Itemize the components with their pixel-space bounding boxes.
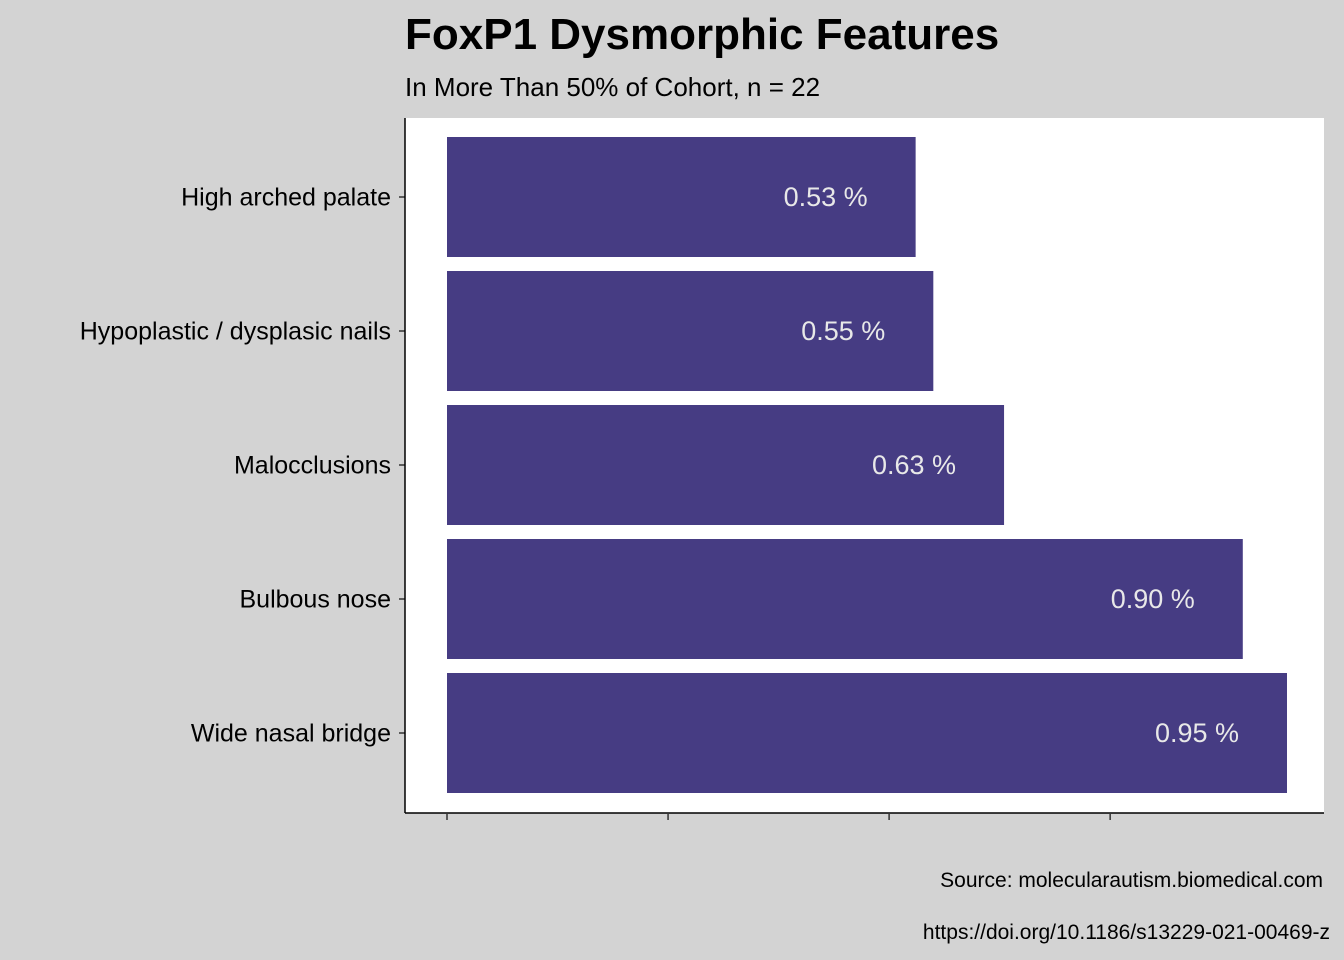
bar-data-label: 0.53 %: [784, 182, 868, 212]
bar: [447, 271, 934, 391]
bar: [447, 405, 1005, 525]
bar-data-label: 0.90 %: [1111, 584, 1195, 614]
source-caption: Source: molecularautism.biomedical.com: [940, 869, 1323, 892]
bars-layer: 0.53 % 0.55 % 0.63 % 0.90 % 0.95 %: [447, 137, 1287, 793]
y-tick-label: Wide nasal bridge: [191, 720, 391, 748]
bar: [447, 137, 916, 257]
y-tick-label: Malocclusions: [234, 452, 391, 480]
bar: [447, 539, 1243, 659]
bar-data-label: 0.63 %: [872, 450, 956, 480]
y-tick-label: Hypoplastic / dysplasic nails: [80, 318, 391, 346]
bar-data-label: 0.55 %: [801, 316, 885, 346]
bar: [447, 673, 1287, 793]
bar-data-label: 0.95 %: [1155, 718, 1239, 748]
doi-caption: https://doi.org/10.1186/s13229-021-00469…: [922, 921, 1330, 944]
y-tick-label: High arched palate: [181, 184, 391, 212]
chart-subtitle: In More Than 50% of Cohort, n = 22: [405, 72, 821, 102]
axes-layer: High arched palate Hypoplastic / dysplasi…: [80, 118, 1324, 820]
chart-title: FoxP1 Dysmorphic Features: [405, 10, 1000, 59]
y-tick-label: Bulbous nose: [239, 586, 391, 614]
